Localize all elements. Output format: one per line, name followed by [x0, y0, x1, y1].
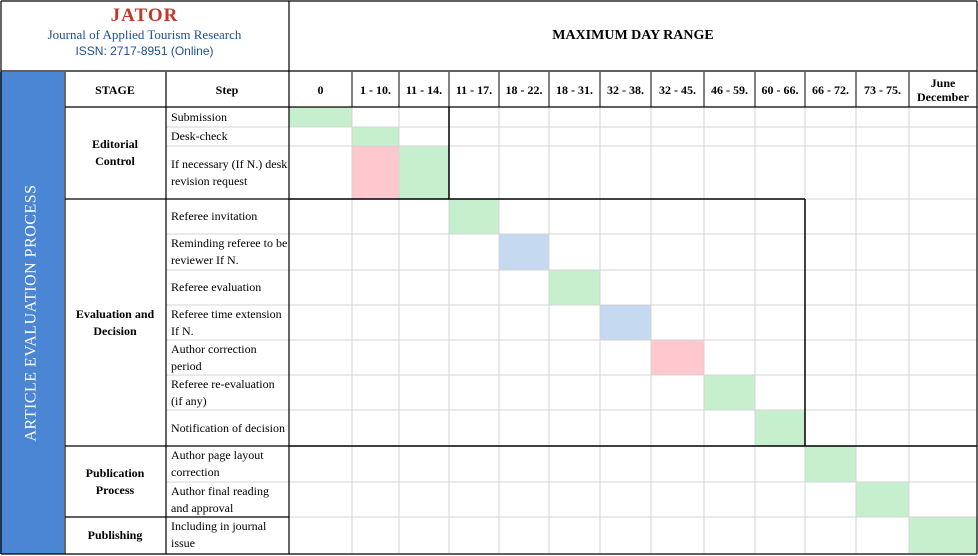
timeline-bar — [704, 375, 755, 410]
step-header: Step — [215, 82, 239, 97]
timeline-bar — [755, 410, 805, 446]
step-label: Referee re-evaluation (if any) — [171, 376, 275, 408]
step-label: Referee time extension If N. — [171, 306, 282, 338]
process-sidebar: ARTICLE EVALUATION PROCESS — [0, 72, 64, 554]
day-range-header: 60 - 66. — [761, 82, 799, 97]
step-label: Submission — [171, 109, 228, 124]
day-range-header: 18 - 22. — [505, 82, 543, 97]
timeline-bar — [352, 127, 399, 146]
day-range-header: 1 - 10. — [360, 82, 391, 97]
step-label: Including in journal issue — [171, 519, 267, 550]
day-range-header: 11 - 17. — [455, 82, 493, 97]
step-label: Referee invitation — [171, 209, 258, 223]
step-label: Notification of decision — [171, 420, 285, 435]
stage-label: Publishing — [87, 527, 143, 542]
journal-full-name: Journal of Applied Tourism Research — [47, 27, 242, 42]
stage-header: STAGE — [95, 82, 135, 97]
day-range-header: 66 - 72. — [812, 82, 849, 97]
step-label: Author page layout correction — [171, 448, 264, 479]
step-label: If necessary (If N.) desk revision reque… — [171, 156, 288, 188]
timeline-bar — [499, 234, 549, 270]
step-label: Referee evaluation — [171, 280, 262, 294]
timeline-bar — [909, 517, 977, 553]
step-label: Author correction period — [171, 341, 257, 373]
timeline-bar — [549, 270, 600, 305]
timeline-bar — [352, 146, 399, 199]
journal-issn: ISSN: 2717-8951 (Online) — [75, 44, 214, 58]
stage-label: Publication Process — [85, 465, 145, 497]
stage-label: Evaluation and Decision — [75, 306, 155, 338]
day-range-header: 32 - 38. — [607, 82, 644, 97]
day-range-header: 73 - 75. — [864, 82, 901, 97]
step-label: Author final reading and approval — [171, 483, 269, 515]
timeline-bar — [651, 340, 704, 375]
timeline-bar — [449, 199, 499, 234]
timeline-bar — [805, 446, 856, 482]
stage-label: Editorial Control — [91, 137, 138, 168]
day-range-header: 0 — [317, 82, 324, 97]
timeline-bar — [399, 146, 449, 199]
day-range-header: 18 - 31. — [556, 82, 593, 97]
journal-logo: JATOR Journal of Applied Tourism Researc… — [1, 1, 288, 71]
day-range-header: 11 - 14. — [405, 82, 443, 97]
day-range-header: 46 - 59. — [711, 82, 748, 97]
journal-name: JATOR — [110, 5, 179, 26]
timeline-bar — [289, 107, 352, 127]
timeline-bar — [600, 305, 651, 340]
step-label: Reminding referee to be reviewer If N. — [171, 236, 288, 267]
step-label: Desk-check — [171, 129, 228, 143]
day-range-header: June December — [917, 75, 969, 104]
page-title: MAXIMUM DAY RANGE — [552, 28, 714, 43]
day-range-header: 32 - 45. — [659, 82, 696, 97]
timeline-bar — [856, 482, 909, 517]
